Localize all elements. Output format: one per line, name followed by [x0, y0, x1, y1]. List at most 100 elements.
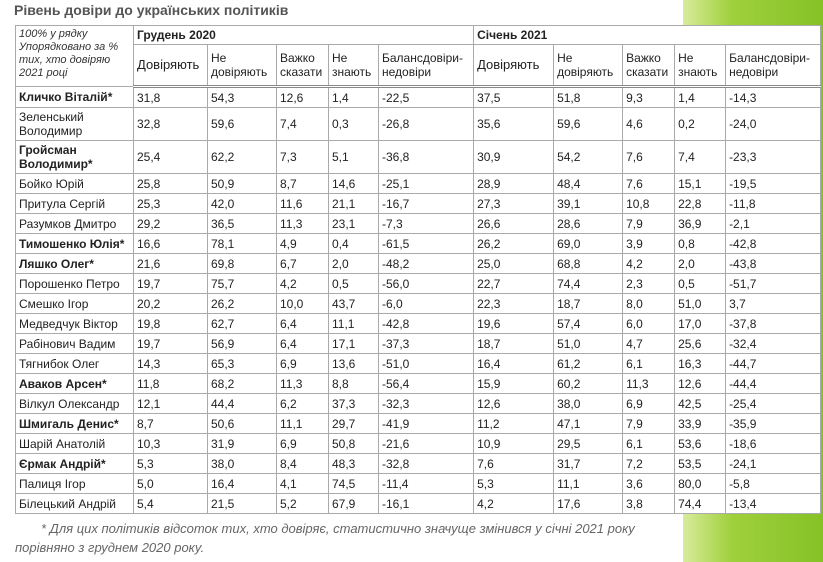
politician-name: Шмигаль Денис* — [15, 413, 134, 434]
table-row: Кличко Віталій* 31,8 54,3 12,6 1,4 -22,5 37,5 5… — [15, 86, 822, 108]
cell-value: 61,2 — [553, 353, 624, 374]
politician-name: Білецький Андрій — [15, 493, 134, 514]
cell-value: -32,4 — [725, 333, 822, 354]
cell-value: 35,6 — [473, 107, 555, 141]
politician-name: Медведчук Віктор — [15, 313, 134, 334]
politician-name: Тягнибок Олег — [15, 353, 134, 374]
cell-value: 22,8 — [674, 193, 727, 214]
cell-value: 44,4 — [207, 393, 277, 414]
cell-value: 2,3 — [622, 273, 676, 294]
cell-value: 47,1 — [553, 413, 624, 434]
cell-value: 25,8 — [133, 173, 208, 194]
cell-value: -24,1 — [725, 453, 822, 474]
cell-value: 18,7 — [473, 333, 555, 354]
cell-value: 14,3 — [133, 353, 208, 374]
cell-value: 11,1 — [276, 413, 329, 434]
cell-value: 67,9 — [328, 493, 379, 514]
cell-value: 3,9 — [622, 233, 676, 254]
politician-name: Аваков Арсен* — [15, 373, 134, 394]
column-header: Не знають — [328, 44, 379, 88]
cell-value: 18,7 — [553, 293, 624, 314]
cell-value: -44,7 — [725, 353, 822, 374]
cell-value: 7,6 — [622, 140, 676, 174]
cell-value: 7,3 — [276, 140, 329, 174]
cell-value: 5,1 — [328, 140, 379, 174]
cell-value: 17,0 — [674, 313, 727, 334]
cell-value: 50,8 — [328, 433, 379, 454]
cell-value: 7,9 — [622, 213, 676, 234]
trust-table: 100% у рядку Упорядковано за % тих, хто … — [15, 25, 822, 514]
cell-value: 27,3 — [473, 193, 555, 214]
table-row: Вілкул Олександр 12,1 44,4 6,2 37,3 -32,3 12,6… — [15, 393, 822, 414]
column-header: Не довіряють — [207, 44, 277, 88]
cell-value: 11,2 — [473, 413, 555, 434]
cell-value: 25,6 — [674, 333, 727, 354]
cell-value: 0,5 — [328, 273, 379, 294]
cell-value: 22,7 — [473, 273, 555, 294]
cell-value: 33,9 — [674, 413, 727, 434]
cell-value: 36,5 — [207, 213, 277, 234]
cell-value: 6,0 — [622, 313, 676, 334]
cell-value: 4,9 — [276, 233, 329, 254]
cell-value: -51,7 — [725, 273, 822, 294]
cell-value: 11,6 — [276, 193, 329, 214]
column-header: Важко сказати — [622, 44, 676, 88]
cell-value: 59,6 — [207, 107, 277, 141]
cell-value: -56,4 — [377, 373, 475, 394]
cell-value: 16,4 — [207, 473, 277, 494]
header-row: Довіряють Не довіряють Важко сказати Не зна… — [16, 44, 822, 88]
cell-value: 2,0 — [328, 253, 379, 274]
politician-name: Вілкул Олександр — [15, 393, 134, 414]
table-row: Медведчук Віктор 19,8 62,7 6,4 11,1 -42,8 19,6… — [15, 313, 822, 334]
cell-value: 53,6 — [674, 433, 727, 454]
cell-value: 8,7 — [133, 413, 208, 434]
cell-value: 6,1 — [622, 433, 676, 454]
cell-value: 21,1 — [328, 193, 379, 214]
cell-value: 32,8 — [133, 107, 208, 141]
table-row: Зеленський Володимир 32,8 59,6 7,4 0,3 -26,8 3… — [15, 107, 822, 141]
cell-value: 11,1 — [328, 313, 379, 334]
cell-value: 10,9 — [473, 433, 555, 454]
cell-value: 5,3 — [473, 473, 555, 494]
cell-value: 12,1 — [133, 393, 208, 414]
cell-value: 56,9 — [207, 333, 277, 354]
politician-name: Гройсман Володимир* — [15, 140, 134, 174]
cell-value: -32,3 — [377, 393, 475, 414]
politician-name: Шарій Анатолій — [15, 433, 134, 454]
column-header: Не довіряють — [553, 44, 624, 88]
cell-value: 12,6 — [276, 86, 329, 108]
corner-cell: 100% у рядку Упорядковано за % тих, хто … — [15, 25, 134, 87]
cell-value: -11,4 — [377, 473, 475, 494]
cell-value: 0,3 — [328, 107, 379, 141]
cell-value: 65,3 — [207, 353, 277, 374]
cell-value: 11,3 — [622, 373, 676, 394]
cell-value: 69,8 — [207, 253, 277, 274]
cell-value: 68,2 — [207, 373, 277, 394]
cell-value: 0,4 — [328, 233, 379, 254]
title: Рівень довіри до українських політиків — [14, 2, 289, 18]
cell-value: -42,8 — [377, 313, 475, 334]
cell-value: -13,4 — [725, 493, 822, 514]
politician-name: Кличко Віталій* — [15, 86, 134, 108]
column-header: Балансдовіри-недовіри — [377, 44, 475, 88]
politician-name: Рабінович Вадим — [15, 333, 134, 354]
cell-value: -2,1 — [725, 213, 822, 234]
cell-value: 4,2 — [473, 493, 555, 514]
cell-value: 26,2 — [207, 293, 277, 314]
cell-value: 25,0 — [473, 253, 555, 274]
cell-value: 48,3 — [328, 453, 379, 474]
cell-value: -48,2 — [377, 253, 475, 274]
cell-value: 11,8 — [133, 373, 208, 394]
cell-value: 5,0 — [133, 473, 208, 494]
cell-value: -41,9 — [377, 413, 475, 434]
cell-value: 19,8 — [133, 313, 208, 334]
cell-value: -22,5 — [377, 86, 475, 108]
cell-value: 4,2 — [622, 253, 676, 274]
cell-value: 69,0 — [553, 233, 624, 254]
cell-value: -44,4 — [725, 373, 822, 394]
cell-value: 0,5 — [674, 273, 727, 294]
cell-value: 11,1 — [553, 473, 624, 494]
cell-value: -14,3 — [725, 86, 822, 108]
cell-value: 1,4 — [674, 86, 727, 108]
politician-name: Притула Сергій — [15, 193, 134, 214]
